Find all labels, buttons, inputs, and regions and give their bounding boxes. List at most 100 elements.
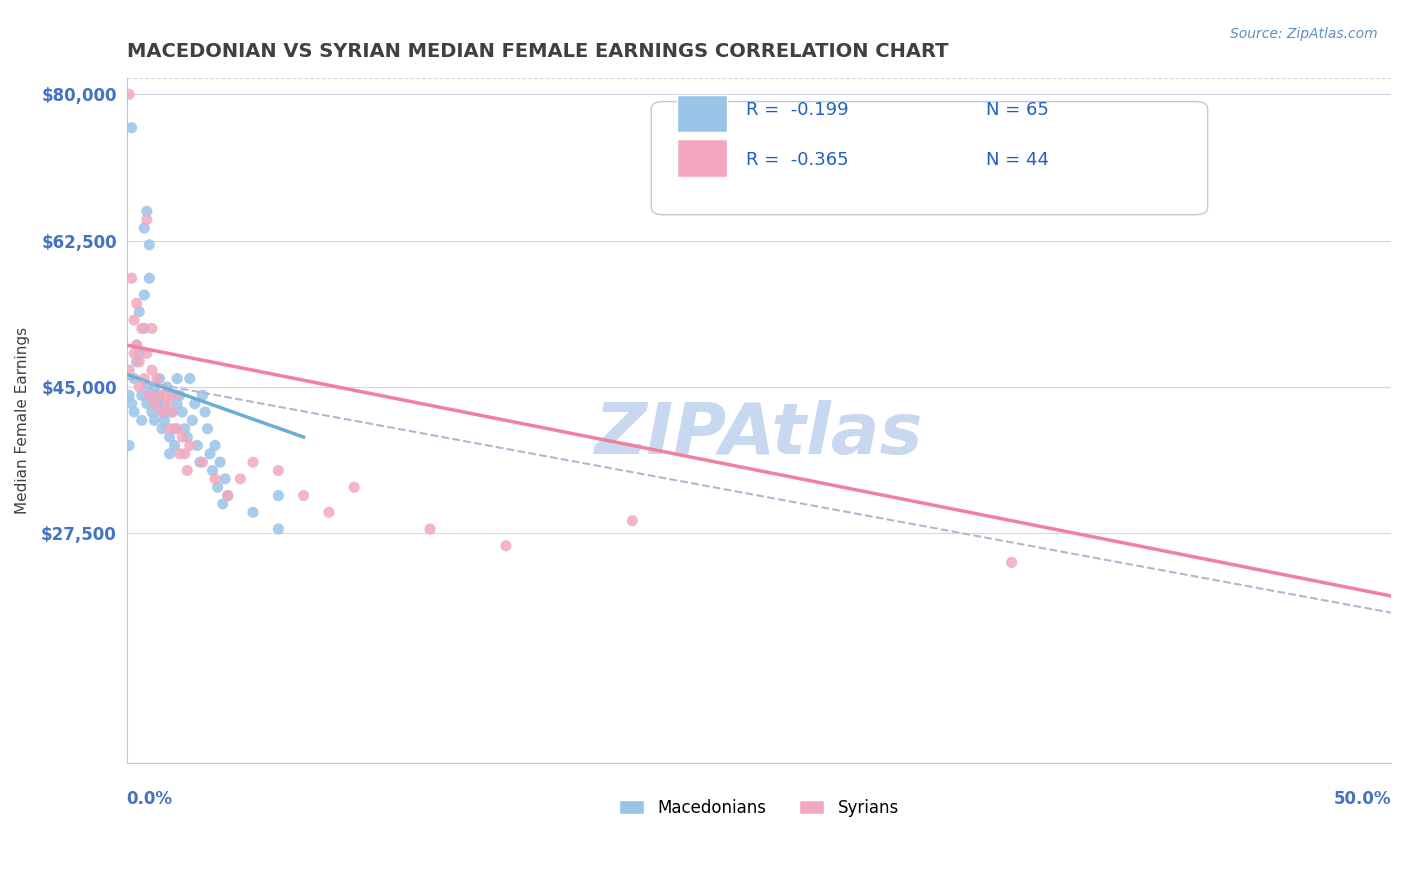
Point bbox=[141, 388, 163, 402]
Point bbox=[125, 296, 148, 310]
Point bbox=[118, 438, 141, 452]
Text: R =  -0.199: R = -0.199 bbox=[747, 102, 849, 120]
Point bbox=[179, 371, 201, 385]
Point bbox=[159, 430, 181, 444]
Point bbox=[125, 355, 148, 369]
Point bbox=[128, 346, 150, 360]
Point bbox=[156, 405, 179, 419]
Point bbox=[131, 413, 153, 427]
Point bbox=[141, 363, 163, 377]
Point bbox=[184, 397, 207, 411]
Point bbox=[156, 380, 179, 394]
Point bbox=[141, 405, 163, 419]
Point bbox=[160, 388, 183, 402]
Point bbox=[242, 505, 264, 519]
Text: N = 65: N = 65 bbox=[987, 102, 1049, 120]
Point bbox=[122, 371, 145, 385]
Point bbox=[191, 455, 214, 469]
Point bbox=[153, 397, 176, 411]
FancyBboxPatch shape bbox=[676, 139, 727, 177]
Point bbox=[163, 438, 186, 452]
Point bbox=[138, 271, 160, 285]
Text: 50.0%: 50.0% bbox=[1333, 790, 1391, 808]
Point bbox=[135, 346, 157, 360]
Point bbox=[146, 388, 169, 402]
Point bbox=[143, 397, 166, 411]
Point bbox=[118, 87, 141, 102]
Point bbox=[148, 388, 170, 402]
Point bbox=[267, 522, 290, 536]
Point bbox=[211, 497, 233, 511]
Point bbox=[143, 413, 166, 427]
Point bbox=[135, 204, 157, 219]
Point bbox=[343, 480, 366, 494]
Point bbox=[207, 480, 229, 494]
FancyBboxPatch shape bbox=[676, 95, 727, 132]
Point bbox=[267, 463, 290, 477]
Point bbox=[138, 237, 160, 252]
Point bbox=[159, 422, 181, 436]
Point bbox=[125, 338, 148, 352]
Point bbox=[1001, 556, 1024, 570]
Point bbox=[160, 405, 183, 419]
Point bbox=[131, 388, 153, 402]
Point bbox=[134, 221, 156, 235]
Point bbox=[150, 422, 173, 436]
Point bbox=[148, 388, 170, 402]
Point bbox=[173, 447, 195, 461]
FancyBboxPatch shape bbox=[651, 102, 1208, 215]
Point bbox=[191, 388, 214, 402]
Point bbox=[118, 388, 141, 402]
Point bbox=[134, 288, 156, 302]
Point bbox=[150, 405, 173, 419]
Text: MACEDONIAN VS SYRIAN MEDIAN FEMALE EARNINGS CORRELATION CHART: MACEDONIAN VS SYRIAN MEDIAN FEMALE EARNI… bbox=[127, 42, 948, 61]
Point bbox=[172, 430, 194, 444]
Point bbox=[172, 405, 194, 419]
Point bbox=[209, 455, 232, 469]
Point bbox=[292, 489, 315, 503]
Y-axis label: Median Female Earnings: Median Female Earnings bbox=[15, 326, 30, 514]
Point bbox=[169, 447, 191, 461]
Point bbox=[176, 430, 198, 444]
Point bbox=[125, 338, 148, 352]
Point bbox=[128, 380, 150, 394]
Text: ZIPAtlas: ZIPAtlas bbox=[595, 400, 924, 468]
Point bbox=[128, 355, 150, 369]
Text: N = 44: N = 44 bbox=[987, 151, 1049, 169]
Point bbox=[495, 539, 517, 553]
Point bbox=[318, 505, 340, 519]
Legend: Macedonians, Syrians: Macedonians, Syrians bbox=[612, 792, 905, 823]
Point bbox=[122, 346, 145, 360]
Text: R =  -0.365: R = -0.365 bbox=[747, 151, 849, 169]
Point bbox=[163, 388, 186, 402]
Point bbox=[166, 371, 188, 385]
Point bbox=[134, 371, 156, 385]
Point bbox=[148, 371, 170, 385]
Point bbox=[173, 422, 195, 436]
Point bbox=[156, 397, 179, 411]
Point bbox=[176, 463, 198, 477]
Point bbox=[122, 405, 145, 419]
Point bbox=[242, 455, 264, 469]
Point bbox=[135, 397, 157, 411]
Point bbox=[121, 397, 143, 411]
Point bbox=[134, 321, 156, 335]
Point bbox=[122, 313, 145, 327]
Point bbox=[166, 397, 188, 411]
Text: 0.0%: 0.0% bbox=[127, 790, 173, 808]
Point bbox=[169, 388, 191, 402]
Point bbox=[131, 321, 153, 335]
Point bbox=[204, 472, 226, 486]
Point bbox=[153, 413, 176, 427]
Point bbox=[163, 422, 186, 436]
Point bbox=[197, 422, 219, 436]
Point bbox=[153, 388, 176, 402]
Point bbox=[166, 422, 188, 436]
Point bbox=[121, 271, 143, 285]
Point bbox=[198, 447, 221, 461]
Point bbox=[135, 212, 157, 227]
Point bbox=[146, 397, 169, 411]
Point bbox=[621, 514, 644, 528]
Point bbox=[194, 405, 217, 419]
Point bbox=[150, 405, 173, 419]
